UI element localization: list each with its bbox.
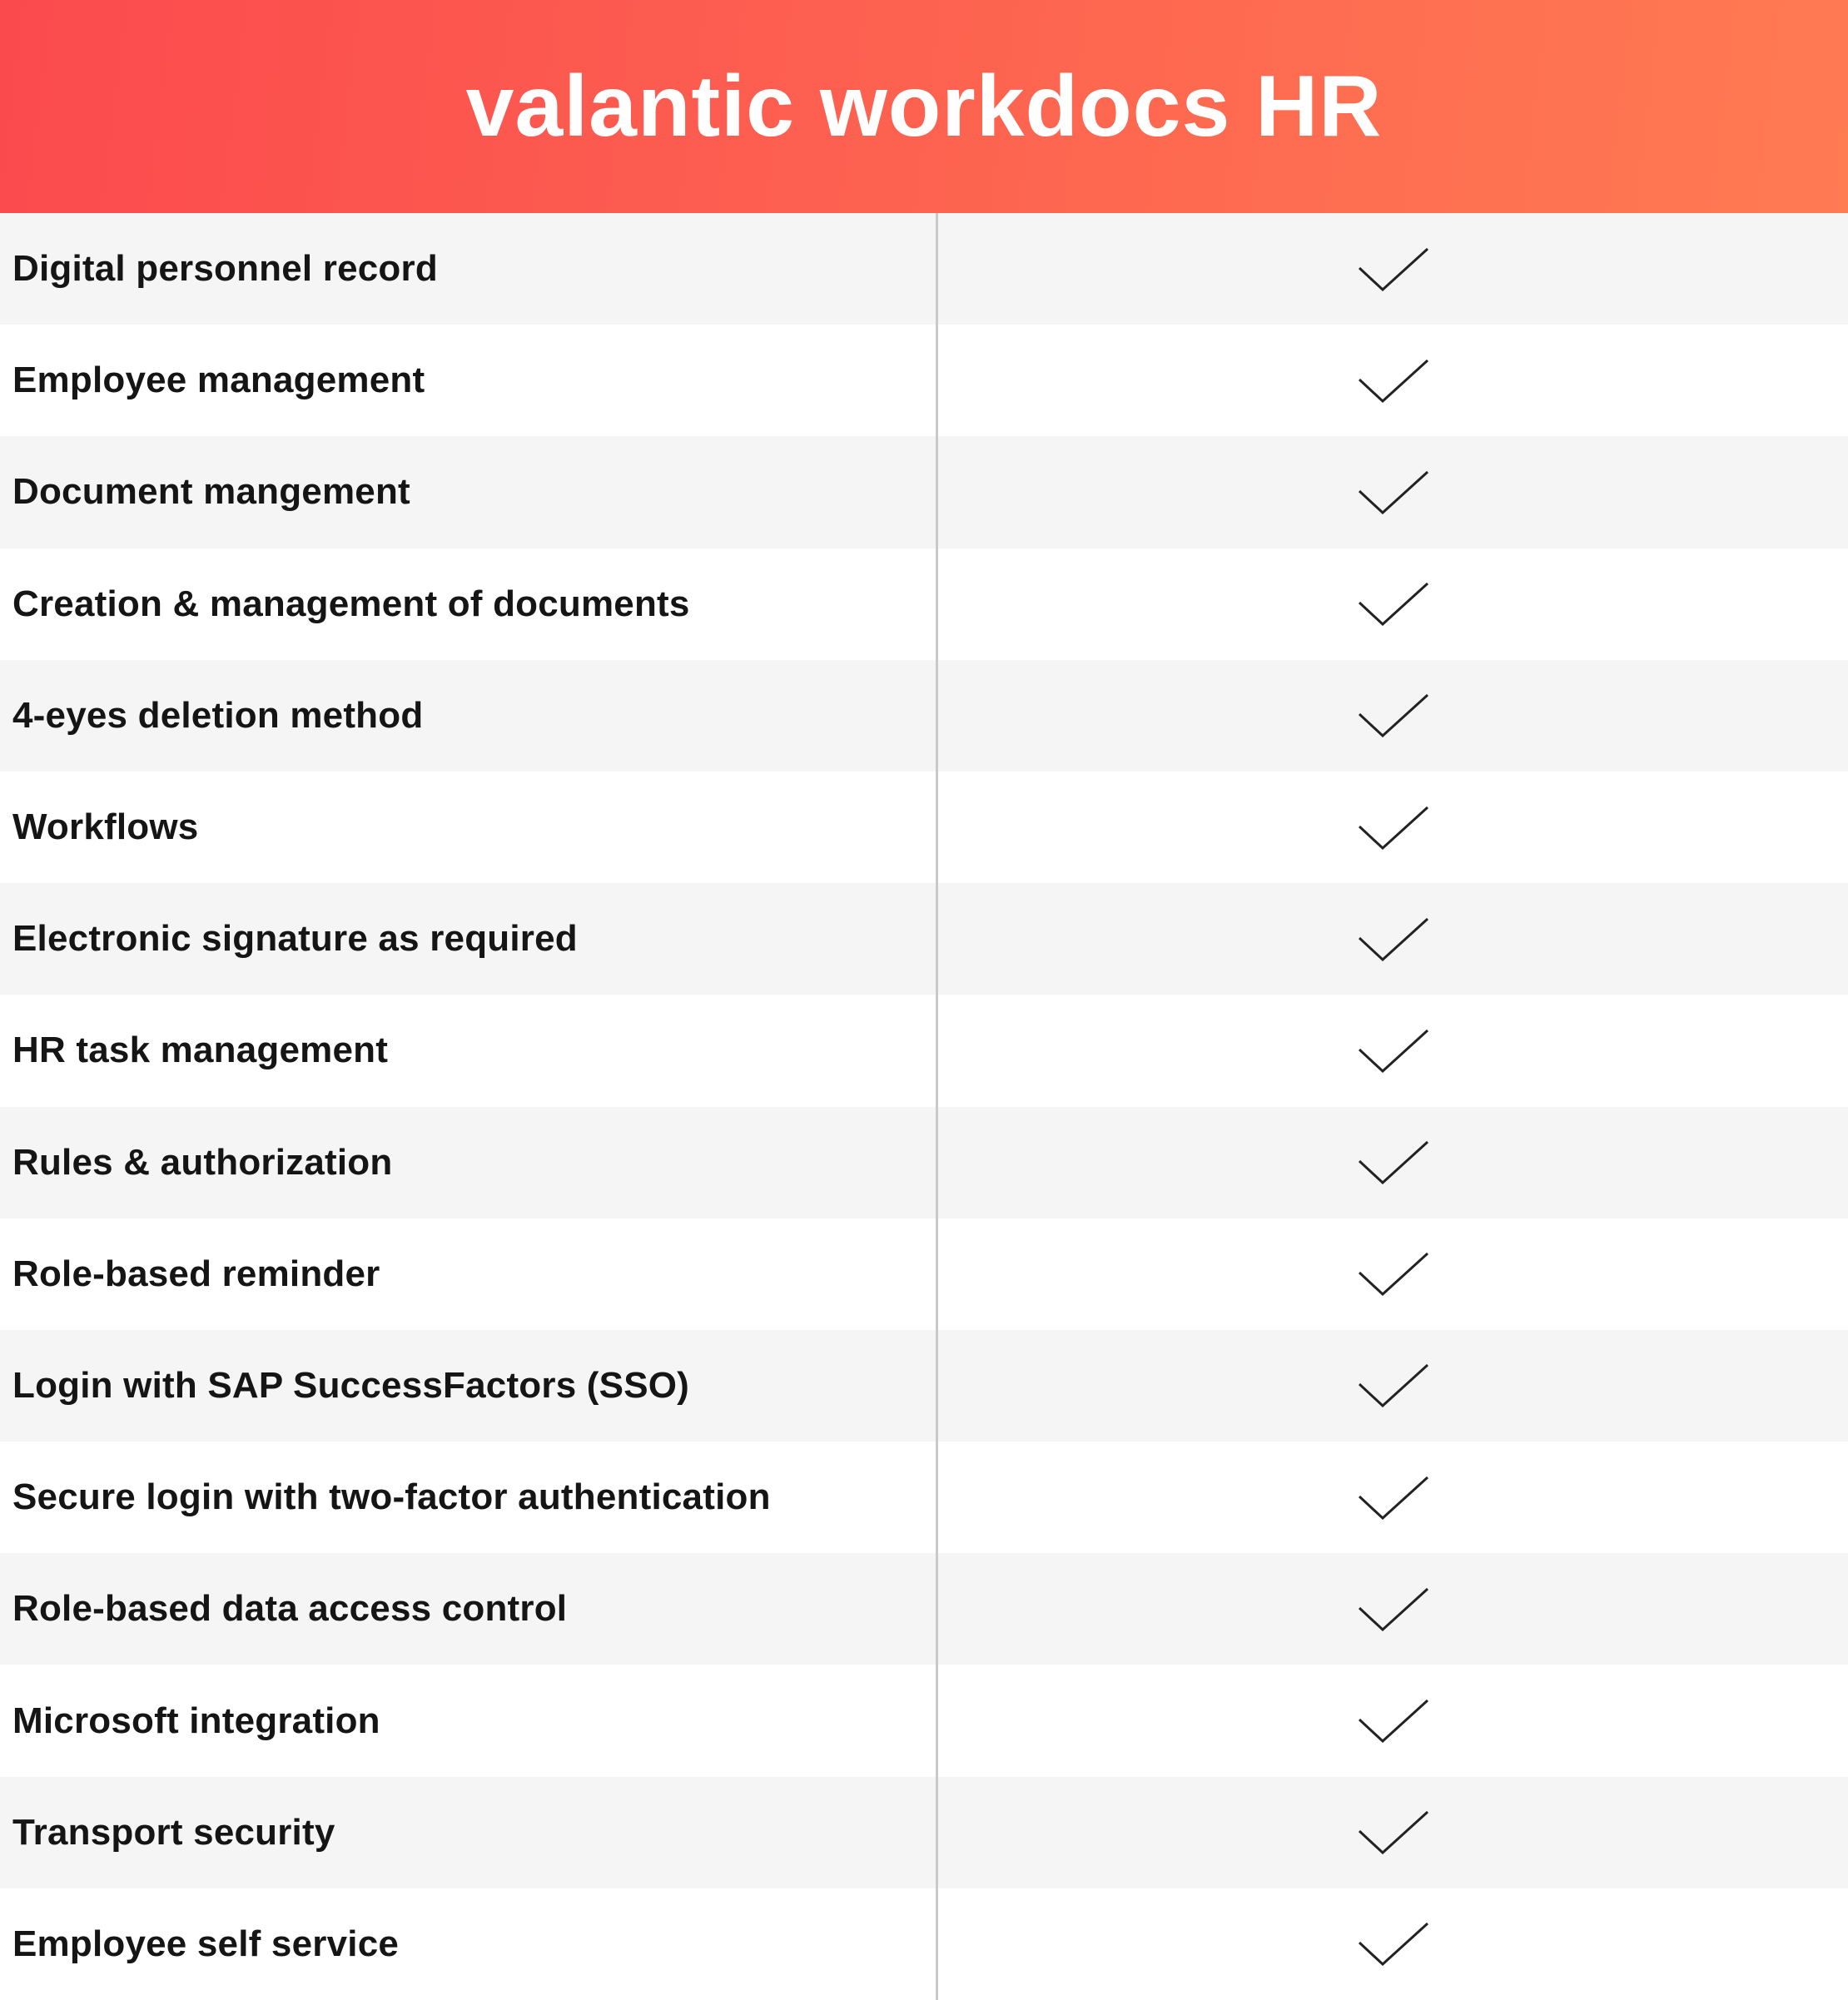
checkmark-icon xyxy=(1358,359,1428,403)
table-row: Secure login with two-factor authenticat… xyxy=(0,1442,1848,1554)
feature-label: Login with SAP SuccessFactors (SSO) xyxy=(0,1329,938,1442)
checkmark-icon xyxy=(1358,1811,1428,1855)
feature-check-cell xyxy=(938,436,1848,548)
checkmark-icon xyxy=(1358,806,1428,850)
table-row: Employee self service xyxy=(0,1888,1848,2000)
table-row: Login with SAP SuccessFactors (SSO) xyxy=(0,1329,1848,1442)
table-row: Microsoft integration xyxy=(0,1665,1848,1777)
table-row: Electronic signature as required xyxy=(0,883,1848,995)
checkmark-icon xyxy=(1358,694,1428,738)
checkmark-icon xyxy=(1358,1140,1428,1185)
feature-table: Digital personnel record Employee manage… xyxy=(0,213,1848,2000)
feature-check-cell xyxy=(938,1442,1848,1553)
feature-check-cell xyxy=(938,1888,1848,2000)
feature-label: Workflows xyxy=(0,771,938,884)
table-row: 4-eyes deletion method xyxy=(0,659,1848,772)
table-row: Rules & authorization xyxy=(0,1106,1848,1218)
feature-check-cell xyxy=(938,325,1848,436)
feature-check-cell xyxy=(938,1553,1848,1665)
feature-check-cell xyxy=(938,548,1848,660)
feature-check-cell xyxy=(938,772,1848,883)
feature-check-cell xyxy=(938,1330,1848,1442)
checkmark-icon xyxy=(1358,1699,1428,1744)
checkmark-icon xyxy=(1358,470,1428,514)
table-row: Workflows xyxy=(0,771,1848,884)
feature-check-cell xyxy=(938,1777,1848,1888)
feature-label: Secure login with two-factor authenticat… xyxy=(0,1442,938,1554)
checkmark-icon xyxy=(1358,247,1428,291)
table-row: Employee management xyxy=(0,325,1848,437)
header-banner: valantic workdocs HR xyxy=(0,0,1848,213)
checkmark-icon xyxy=(1358,1029,1428,1073)
table-row: Transport security xyxy=(0,1776,1848,1888)
feature-check-cell xyxy=(938,660,1848,772)
checkmark-icon xyxy=(1358,583,1428,627)
table-row: Role-based reminder xyxy=(0,1218,1848,1330)
feature-label: Electronic signature as required xyxy=(0,883,938,995)
feature-label: 4-eyes deletion method xyxy=(0,659,938,772)
feature-label: Role-based data access control xyxy=(0,1553,938,1665)
feature-label: Creation & management of documents xyxy=(0,548,938,660)
checkmark-icon xyxy=(1358,1253,1428,1297)
feature-check-cell xyxy=(938,995,1848,1106)
checkmark-icon xyxy=(1358,1587,1428,1631)
table-row: HR task management xyxy=(0,995,1848,1107)
table-row: Role-based data access control xyxy=(0,1553,1848,1665)
feature-check-cell xyxy=(938,1218,1848,1330)
checkmark-icon xyxy=(1358,1476,1428,1520)
feature-check-cell xyxy=(938,1107,1848,1218)
feature-label: Transport security xyxy=(0,1776,938,1888)
page-title: valantic workdocs HR xyxy=(465,58,1383,155)
feature-label: HR task management xyxy=(0,995,938,1107)
table-row: Digital personnel record xyxy=(0,213,1848,325)
feature-check-cell xyxy=(938,883,1848,995)
checkmark-icon xyxy=(1358,917,1428,961)
feature-label: Microsoft integration xyxy=(0,1665,938,1777)
feature-label: Employee management xyxy=(0,325,938,437)
feature-check-cell xyxy=(938,213,1848,325)
feature-label: Digital personnel record xyxy=(0,213,938,325)
feature-label: Document mangement xyxy=(0,436,938,548)
checkmark-icon xyxy=(1358,1364,1428,1408)
table-row: Creation & management of documents xyxy=(0,548,1848,660)
checkmark-icon xyxy=(1358,1923,1428,1967)
feature-label: Employee self service xyxy=(0,1888,938,2000)
feature-label: Role-based reminder xyxy=(0,1218,938,1330)
table-row: Document mangement xyxy=(0,436,1848,548)
feature-label: Rules & authorization xyxy=(0,1106,938,1218)
feature-check-cell xyxy=(938,1665,1848,1776)
